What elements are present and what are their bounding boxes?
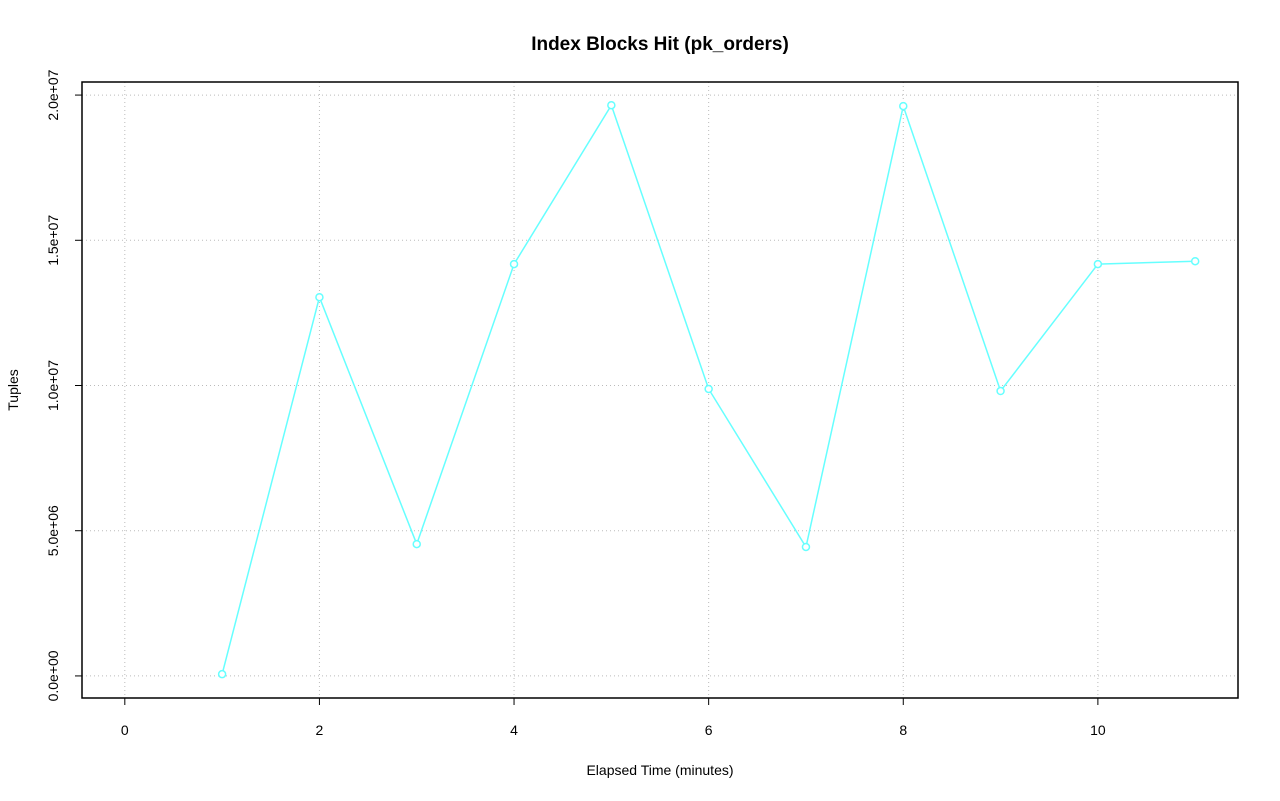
- x-tick-label: 0: [121, 722, 129, 738]
- data-point: [801, 542, 811, 552]
- data-point: [509, 259, 519, 269]
- y-tick-label: 0.0e+00: [45, 650, 61, 701]
- data-point: [899, 101, 908, 111]
- y-tick-label: 1.0e+07: [45, 360, 61, 411]
- x-tick-label: 6: [705, 722, 713, 738]
- y-tick-label: 2.0e+07: [45, 69, 61, 120]
- data-point: [1093, 259, 1103, 269]
- data-point: [607, 100, 616, 110]
- x-tick-label: 10: [1090, 722, 1106, 738]
- data-point: [412, 539, 421, 549]
- data-point: [315, 292, 324, 302]
- y-axis-label: Tuples: [5, 369, 21, 411]
- x-tick-label: 4: [510, 722, 518, 738]
- data-point: [996, 386, 1005, 396]
- data-point: [704, 384, 713, 394]
- x-tick-label: 2: [316, 722, 324, 738]
- y-tick-label: 5.0e+06: [45, 505, 61, 556]
- x-tick-label: 8: [899, 722, 907, 738]
- data-point: [1190, 256, 1200, 266]
- plot-frame: [81, 81, 1239, 699]
- y-tick-label: 1.5e+07: [45, 215, 61, 266]
- chart-title: Index Blocks Hit (pk_orders): [531, 34, 789, 55]
- data-point: [217, 669, 227, 679]
- x-axis-label: Elapsed Time (minutes): [586, 762, 733, 778]
